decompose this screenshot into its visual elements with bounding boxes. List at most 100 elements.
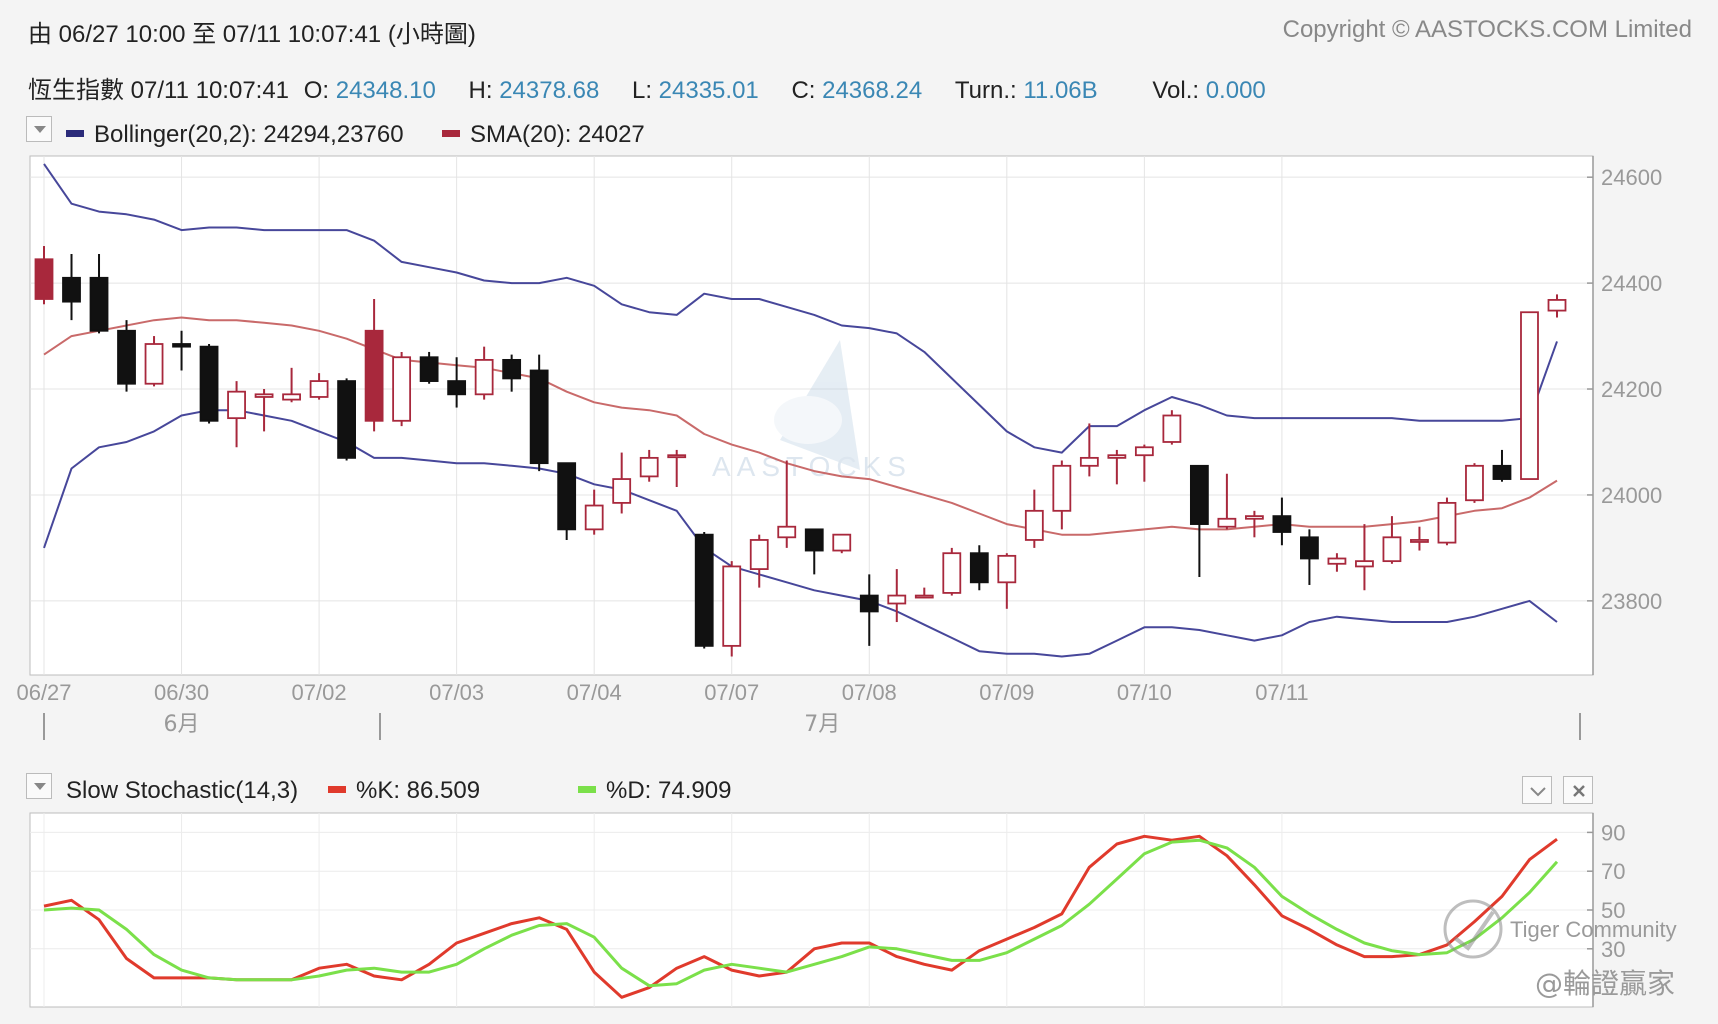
- month-label: 6月: [164, 712, 200, 737]
- candle-body: [1327, 557, 1347, 565]
- stoch-indicator-dropdown[interactable]: [26, 773, 52, 799]
- candle-up: [1547, 294, 1567, 318]
- candle-body: [227, 390, 246, 420]
- candle-body: [777, 525, 797, 539]
- candle-body: [254, 393, 274, 398]
- candle-body: [1189, 464, 1209, 525]
- stoch-y-tick-label: 30: [1601, 937, 1625, 962]
- close-panel-button[interactable]: [1563, 776, 1593, 804]
- candle-down: [419, 351, 439, 384]
- watermark-text: AASTOCKS: [712, 451, 912, 482]
- candle-body: [117, 329, 136, 385]
- candle-body: [282, 393, 301, 401]
- candle-body: [859, 594, 879, 613]
- candle-up: [1052, 460, 1072, 530]
- candle-down: [117, 320, 136, 392]
- aastocks-watermark: AASTOCKS: [712, 340, 912, 482]
- stoch-d-line: [43, 838, 1559, 988]
- candle-body: [529, 369, 549, 465]
- candle-body: [337, 380, 357, 459]
- close-label: C:: [791, 77, 816, 104]
- candle-body: [172, 343, 191, 348]
- candle-body: [447, 380, 467, 396]
- k-legend: %K: 86.509: [328, 777, 480, 805]
- candle-up: [1437, 497, 1457, 546]
- candle-down: [804, 528, 824, 575]
- candle-body: [364, 329, 384, 422]
- d-swatch: [578, 786, 596, 794]
- low-label: L:: [631, 77, 652, 104]
- candle-up: [1520, 311, 1539, 480]
- bollinger-legend: Bollinger(20,2): 24294,23760: [66, 121, 404, 149]
- candle-up: [309, 373, 329, 400]
- sma-line: [43, 316, 1558, 536]
- candle-up: [1410, 526, 1429, 551]
- price-x-tick-label: 06/27: [16, 680, 71, 705]
- candle-body: [749, 539, 769, 570]
- candle-up: [749, 534, 769, 588]
- candle-up: [1355, 524, 1374, 591]
- candle-down: [1272, 497, 1292, 546]
- candle-up: [722, 561, 742, 657]
- candle-up: [584, 489, 604, 535]
- collapse-panel-button[interactable]: [1522, 776, 1552, 804]
- candle-body: [639, 456, 659, 478]
- price-x-tick-label: 07/11: [1255, 680, 1308, 705]
- k-legend-text: %K: 86.509: [356, 777, 481, 804]
- open-value: 24348.10: [335, 77, 436, 104]
- candle-up: [667, 449, 687, 487]
- candle-body: [1245, 515, 1264, 520]
- candle-body: [34, 258, 54, 300]
- candle-down: [502, 354, 522, 392]
- candle-up: [282, 367, 301, 403]
- tiger-logo-icon: [1443, 899, 1503, 959]
- candle-body: [1272, 515, 1292, 533]
- overlay-credits: Tiger Community @輪證贏家: [1443, 899, 1677, 1000]
- bollinger-lower-line: [43, 409, 1558, 658]
- candle-up: [639, 449, 659, 482]
- candle-up: [612, 452, 632, 514]
- candle-body: [887, 594, 907, 605]
- k-swatch: [328, 786, 346, 794]
- candle-body: [804, 528, 824, 552]
- stochastic-panel: 90 70 50 30: [29, 812, 1625, 1008]
- candle-body: [1162, 414, 1182, 443]
- candle-down: [969, 545, 989, 591]
- candle-body: [942, 552, 962, 594]
- watermark-shape: [780, 340, 860, 470]
- close-value: 24368.24: [822, 77, 923, 104]
- stoch-title: Slow Stochastic(14,3): [66, 777, 299, 804]
- date-range-label: 由 06/27 10:00 至 07/11 10:07:41 (小時圖): [28, 21, 476, 48]
- candle-body: [419, 356, 439, 382]
- candle-body: [89, 276, 109, 332]
- candle-body: [1024, 509, 1044, 541]
- bollinger-upper-line: [43, 163, 1558, 454]
- main-indicator-dropdown[interactable]: [26, 116, 52, 142]
- candle-body: [1217, 517, 1237, 528]
- candle-up: [34, 246, 54, 305]
- candle-down: [199, 344, 219, 424]
- candle-body: [1052, 464, 1072, 512]
- sma-legend-text: SMA(20): 24027: [470, 121, 645, 148]
- sma-swatch: [442, 130, 460, 138]
- candle-body: [1520, 311, 1539, 480]
- candle-body: [1300, 536, 1319, 560]
- candle-body: [1465, 464, 1484, 502]
- candle-body: [969, 552, 989, 584]
- price-y-tick-label: 24400: [1601, 271, 1662, 296]
- candle-up: [1079, 423, 1099, 477]
- price-x-tick-label: 06/30: [154, 680, 209, 705]
- candle-down: [694, 532, 714, 649]
- price-x-tick-label: 07/09: [979, 680, 1034, 705]
- candle-down: [529, 354, 549, 472]
- quote-name-time: 恆生指數 07/11 10:07:41: [28, 77, 290, 104]
- candle-body: [199, 345, 219, 422]
- price-y-tick-label: 23800: [1601, 589, 1662, 614]
- candle-up: [1134, 444, 1154, 482]
- candle-body: [1547, 299, 1567, 312]
- candle-body: [722, 565, 742, 647]
- candle-body: [584, 504, 604, 531]
- candle-up: [1245, 510, 1264, 538]
- turnover-label: Turn.:: [954, 77, 1017, 104]
- candle-up: [1024, 489, 1044, 548]
